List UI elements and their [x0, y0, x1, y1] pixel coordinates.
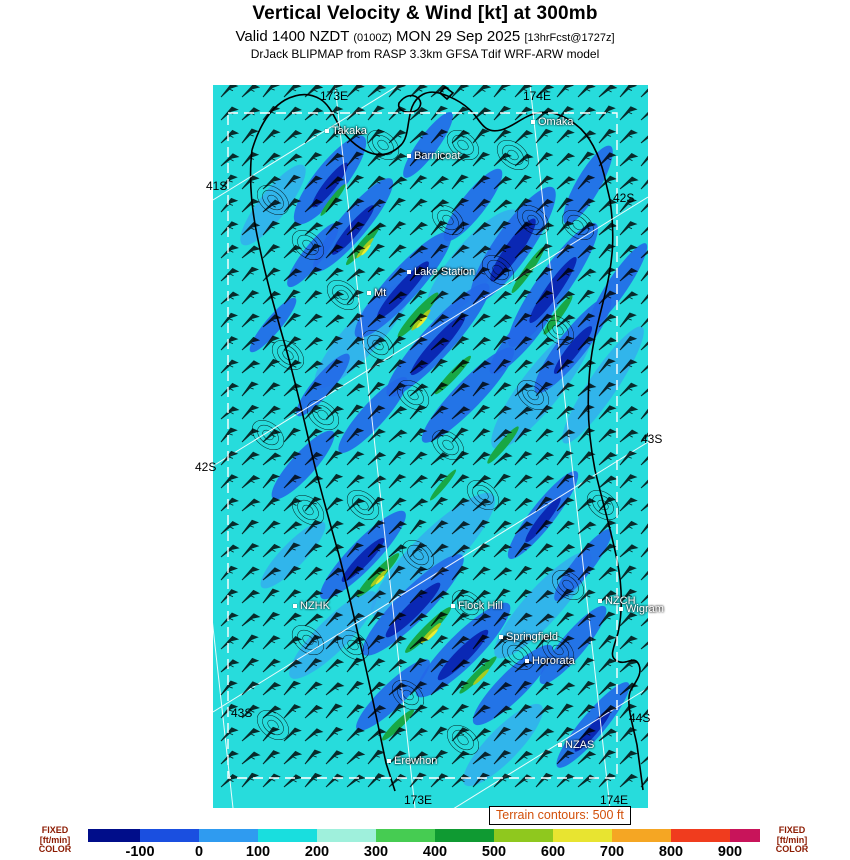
place-marker-dot: [293, 604, 297, 608]
valid-zulu: (0100Z): [353, 32, 392, 44]
header: Vertical Velocity & Wind [kt] at 300mb V…: [0, 3, 850, 61]
page-title: Vertical Velocity & Wind [kt] at 300mb: [252, 3, 598, 24]
place-marker-dot: [325, 129, 329, 133]
place-marker-dot: [558, 743, 562, 747]
colorbar-tick-label: 700: [599, 844, 625, 860]
lon-label-top-173e: 173E: [320, 89, 349, 103]
colorbar-units-left: FIXED [ft/min] COLOR: [38, 825, 72, 855]
model-domain-boundary: [227, 112, 618, 779]
place-marker-dot: [407, 154, 411, 158]
colorbar-segment: [258, 829, 317, 842]
place-label-nzas: NZAS: [558, 739, 594, 751]
place-label-nzhk: NZHK: [293, 600, 330, 612]
colorbar-tick-label: 300: [363, 844, 389, 860]
terrain-contour-lines: [251, 129, 620, 756]
colorbar-segment: [730, 829, 760, 842]
lat-label-left-43s: 43S: [231, 706, 253, 720]
colorbar-segment: [612, 829, 671, 842]
colorbar-segment: [553, 829, 612, 842]
place-marker-dot: [451, 604, 455, 608]
colorbar-tick-label: 200: [304, 844, 330, 860]
lon-label-bottom-173e: 173E: [404, 793, 433, 807]
map-plot: [213, 85, 648, 808]
valid-date: MON 29 Sep 2025: [396, 28, 521, 45]
colorbar-tick-label: 500: [481, 844, 507, 860]
colorbar-segment: [435, 829, 494, 842]
place-label-erewhon: Erewhon: [387, 755, 437, 767]
place-label-mt: Mt: [367, 287, 386, 299]
place-label-takaka: Takaka: [325, 125, 367, 137]
place-label-hororata: Hororata: [525, 655, 575, 667]
lat-label-right-44s: 44S: [629, 711, 651, 725]
place-marker-dot: [525, 659, 529, 663]
lon-label-top-174e: 174E: [523, 89, 552, 103]
colorbar-segment: [140, 829, 199, 842]
lat-label-left-42s: 42S: [195, 460, 217, 474]
place-marker-dot: [367, 291, 371, 295]
colorbar-segment: [494, 829, 553, 842]
place-marker-dot: [619, 607, 623, 611]
lat-label-left-41s: 41S: [206, 179, 228, 193]
lat-label-right-42s: 42S: [613, 191, 635, 205]
place-label-nzch: NZCH: [598, 595, 636, 607]
colorbar-tick-label: 900: [717, 844, 743, 860]
colorbar-segment: [317, 829, 376, 842]
place-marker-dot: [531, 120, 535, 124]
place-marker-dot: [499, 635, 503, 639]
colorbar-segment: [671, 829, 730, 842]
colorbar-tick-label: 600: [540, 844, 566, 860]
valid-time-line: Valid 1400 NZDT (0100Z) MON 29 Sep 2025 …: [0, 28, 850, 45]
place-label-springfield: Springfield: [499, 631, 558, 643]
colorbar-units-right: FIXED [ft/min] COLOR: [775, 825, 809, 855]
colorbar-tick-label: 0: [194, 844, 204, 860]
colorbar-segment: [88, 829, 140, 842]
place-label-barnicoat: Barnicoat: [407, 150, 460, 162]
lat-label-right-43s: 43S: [641, 432, 663, 446]
place-label-omaka: Omaka: [531, 116, 573, 128]
place-label-lake-station: Lake Station: [407, 266, 475, 278]
colorbar-tick-label: 800: [658, 844, 684, 860]
terrain-contour-note: Terrain contours: 500 ft: [489, 806, 631, 825]
colorbar-segment: [199, 829, 258, 842]
place-marker-dot: [598, 599, 602, 603]
place-label-flock-hill: Flock Hill: [451, 600, 503, 612]
colorbar-tick-label: 100: [245, 844, 271, 860]
wind-barbs: [220, 85, 648, 788]
colorbar-segment: [376, 829, 435, 842]
place-marker-dot: [387, 759, 391, 763]
colorbar-tick-labels: -100 0 100 200 300 400 500 600 700 800 900: [88, 829, 760, 860]
model-info-line: DrJack BLIPMAP from RASP 3.3km GFSA Tdif…: [250, 47, 600, 61]
place-marker-dot: [407, 270, 411, 274]
colorbar-tick-label: 400: [422, 844, 448, 860]
map-frame: [213, 85, 648, 808]
valid-forecast-offset: [13hrFcst@1727z]: [524, 32, 615, 44]
valid-prefix: Valid 1400 NZDT: [235, 28, 350, 45]
colorbar: [88, 829, 760, 842]
place-label-wigram: Wigram: [619, 603, 664, 615]
colorbar-tick-label: -100: [125, 844, 155, 860]
lon-label-bottom-174e: 174E: [600, 793, 629, 807]
